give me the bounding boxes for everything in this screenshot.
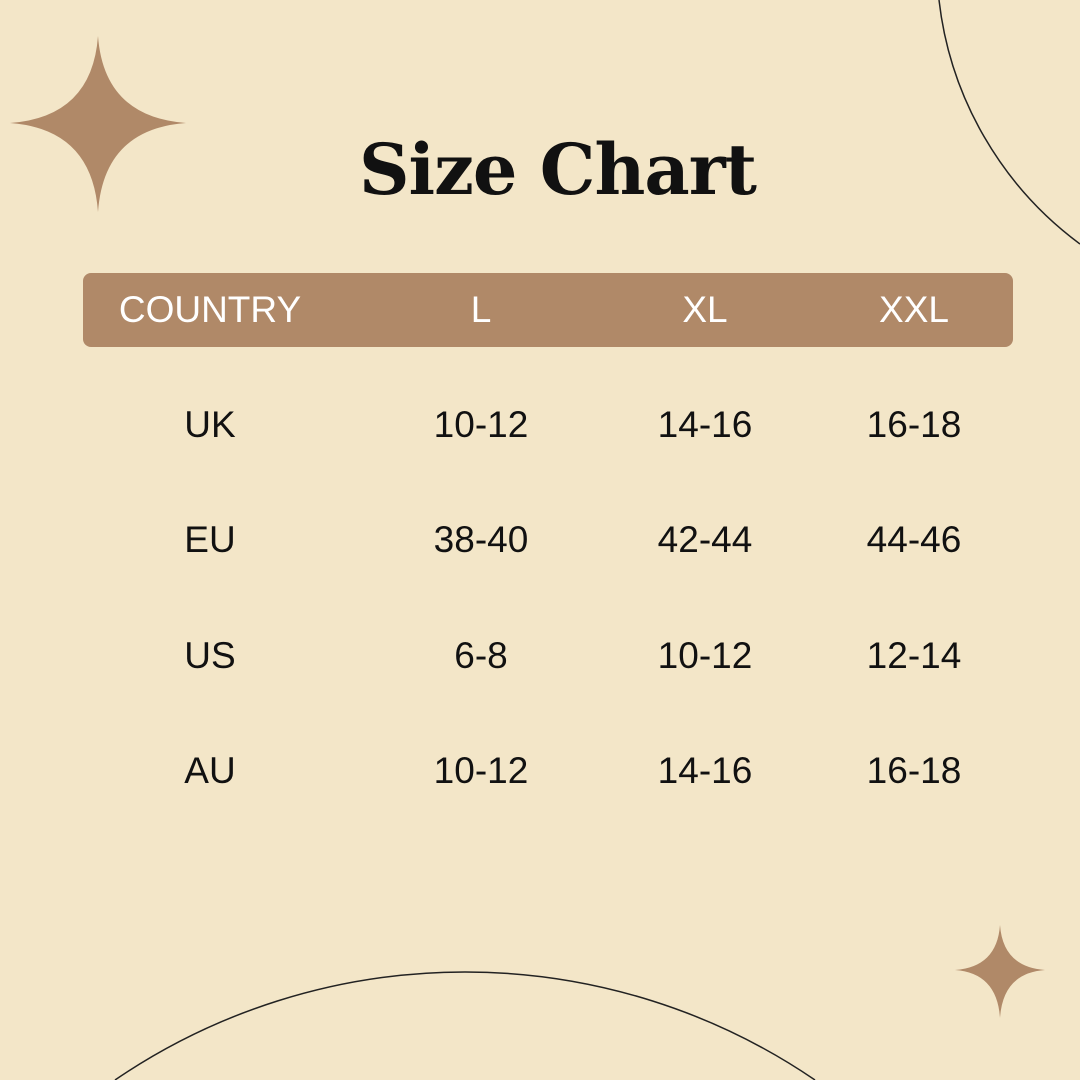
table-cell: 6-8 xyxy=(454,635,508,676)
table-cell: 12-14 xyxy=(866,635,962,676)
column-header: L xyxy=(470,289,492,330)
row-country: US xyxy=(184,635,236,676)
table-cell: 44-46 xyxy=(866,519,962,560)
column-header: XXL xyxy=(879,289,949,330)
row-country: UK xyxy=(184,404,236,445)
table-cell: 16-18 xyxy=(866,750,962,791)
column-header: XL xyxy=(682,289,728,330)
table-cell: 38-40 xyxy=(433,519,529,560)
decorative-arc-top-right xyxy=(938,0,1080,245)
table-cell: 14-16 xyxy=(657,750,753,791)
page-title: Size Chart xyxy=(359,128,757,211)
decorative-arc-bottom xyxy=(114,971,816,1080)
table-cell: 10-12 xyxy=(433,404,529,445)
table-cell: 42-44 xyxy=(657,519,753,560)
table-cell: 16-18 xyxy=(866,404,962,445)
sparkle-icon xyxy=(10,36,186,212)
table-header xyxy=(83,273,1013,347)
row-country: AU xyxy=(184,750,236,791)
table-cell: 14-16 xyxy=(657,404,753,445)
table-cell: 10-12 xyxy=(433,750,529,791)
column-header: COUNTRY xyxy=(118,289,302,330)
sparkle-icon xyxy=(955,925,1045,1018)
row-country: EU xyxy=(184,519,236,560)
table-cell: 10-12 xyxy=(657,635,753,676)
